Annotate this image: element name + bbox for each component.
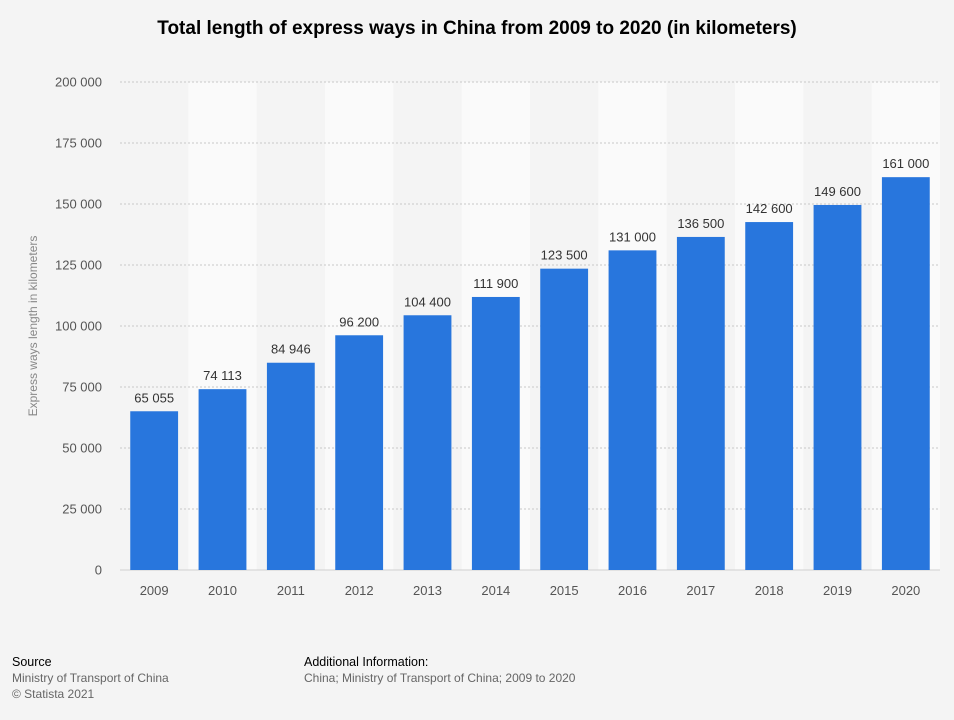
x-tick-label: 2014: [481, 583, 510, 598]
y-axis-label: Express ways length in kilometers: [26, 236, 40, 417]
bar-2019[interactable]: [813, 204, 862, 570]
bar-2016[interactable]: [608, 250, 657, 571]
bar-2015[interactable]: [540, 268, 589, 570]
data-label: 149 600: [814, 184, 861, 199]
x-tick-label: 2018: [755, 583, 784, 598]
y-tick-label: 50 000: [62, 441, 102, 456]
y-tick-label: 200 000: [55, 75, 102, 90]
x-tick-label: 2010: [208, 583, 237, 598]
bar-2017[interactable]: [676, 236, 725, 570]
data-label: 111 900: [473, 276, 518, 291]
source-line: Ministry of Transport of China: [12, 671, 169, 685]
source-block: Source Ministry of Transport of China © …: [12, 654, 169, 702]
x-tick-label: 2020: [891, 583, 920, 598]
bar-2012[interactable]: [335, 335, 384, 570]
x-tick-label: 2011: [277, 583, 305, 598]
bar-2009[interactable]: [130, 411, 179, 570]
bar-2020[interactable]: [881, 177, 930, 570]
data-label: 84 946: [271, 342, 311, 357]
x-tick-label: 2016: [618, 583, 647, 598]
value-labels: 65 055 74 113 84 946 96 200 104 400 111 900 12…: [134, 156, 929, 405]
y-tick-label: 150 000: [55, 197, 102, 212]
y-tick-label: 25 000: [62, 502, 102, 517]
y-axis-ticks: 0 25 000 50 000 75 000 100 000 125 000 150 000…: [55, 75, 102, 578]
data-label: 104 400: [404, 294, 451, 309]
bar-2014[interactable]: [471, 296, 520, 570]
grid-lines: [120, 81, 940, 571]
data-label: 74 113: [203, 368, 242, 383]
bars: [130, 177, 930, 571]
x-axis-ticks: 2009 2010 2011 2012 2013 2014 2015 2016 2017 2018…: [140, 583, 921, 598]
data-label: 136 500: [677, 216, 724, 231]
source-heading: Source: [12, 655, 52, 669]
copyright-line: © Statista 2021: [12, 687, 95, 701]
data-label: 161 000: [882, 156, 929, 171]
y-tick-label: 75 000: [62, 380, 102, 395]
x-tick-label: 2013: [413, 583, 442, 598]
chart-title: Total length of express ways in China fr…: [157, 18, 797, 39]
bar-2018[interactable]: [745, 222, 794, 570]
additional-info-block: Additional Information: China; Ministry …: [304, 654, 575, 686]
y-tick-label: 0: [95, 563, 102, 578]
data-label: 65 055: [134, 390, 174, 405]
bar-2011[interactable]: [266, 362, 315, 570]
x-tick-label: 2012: [345, 583, 374, 598]
x-tick-label: 2017: [686, 583, 715, 598]
bar-2013[interactable]: [403, 315, 452, 570]
additional-info-heading: Additional Information:: [304, 655, 429, 669]
bar-chart: 0 25 000 50 000 75 000 100 000 125 000 150 000…: [26, 75, 940, 598]
data-label: 123 500: [541, 248, 588, 263]
data-label: 142 600: [746, 201, 793, 216]
x-tick-label: 2009: [140, 583, 169, 598]
x-tick-label: 2015: [550, 583, 579, 598]
additional-info-text: China; Ministry of Transport of China; 2…: [304, 671, 576, 685]
y-tick-label: 125 000: [55, 258, 102, 273]
data-label: 131 000: [609, 229, 656, 244]
data-label: 96 200: [339, 314, 379, 329]
y-tick-label: 100 000: [55, 319, 102, 334]
x-tick-label: 2019: [823, 583, 852, 598]
bar-2010[interactable]: [198, 389, 247, 570]
y-tick-label: 175 000: [55, 136, 102, 151]
